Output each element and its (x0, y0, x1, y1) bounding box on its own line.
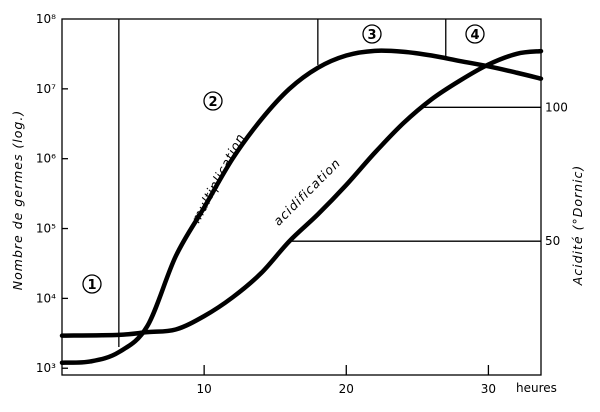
svg-text:1: 1 (87, 278, 96, 293)
y2-axis-label: Acidité (°Dornic) (570, 165, 585, 287)
curve-multiplication (59, 48, 544, 365)
x-tick-label: 20 (339, 382, 354, 396)
y2-tick-label: 50 (545, 234, 560, 248)
y-tick-label: 10⁸ (36, 12, 56, 26)
svg-text:2: 2 (208, 95, 217, 110)
y-tick-label: 10⁵ (36, 222, 56, 236)
svg-text:4: 4 (470, 28, 479, 43)
x-tick-label: 10 (196, 382, 211, 396)
svg-text:3: 3 (367, 28, 376, 43)
x-tick-label: 30 (481, 382, 496, 396)
y-tick-label: 10⁶ (36, 152, 56, 166)
series-label-acidification: acidification (270, 155, 343, 228)
y-tick-label: 10³ (36, 361, 56, 375)
y-tick-label: 10⁴ (36, 291, 56, 305)
y-axis-label: Nombre de germes (log.) (10, 110, 25, 290)
y-tick-label: 10⁷ (36, 82, 56, 96)
phase-marker-1: 1 (82, 274, 102, 294)
series-label-multiplication: multiplication (188, 131, 248, 226)
phase-marker-2: 2 (203, 91, 223, 111)
phase-marker-4: 4 (465, 24, 485, 44)
x-axis-label: heures (516, 381, 557, 395)
plot-frame (61, 18, 542, 376)
curve-acidification (59, 48, 544, 338)
phase-marker-3: 3 (362, 24, 382, 44)
y2-tick-label: 100 (545, 100, 568, 114)
